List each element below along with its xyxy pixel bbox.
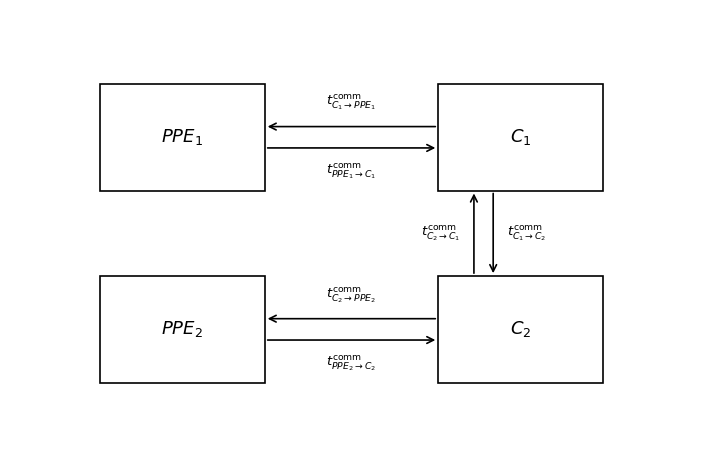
Text: $C_1$: $C_1$ [510,127,531,147]
Bar [99,276,265,383]
Bar [99,84,265,191]
Text: $t^{\mathrm{comm}}_{PPE_2 \to C_2}$: $t^{\mathrm{comm}}_{PPE_2 \to C_2}$ [326,354,376,373]
Text: $PPE_2$: $PPE_2$ [161,319,203,340]
Text: $t^{\mathrm{comm}}_{C_2 \to PPE_2}$: $t^{\mathrm{comm}}_{C_2 \to PPE_2}$ [326,286,376,305]
Bar [438,84,604,191]
Text: $t^{\mathrm{comm}}_{C_1 \to C_2}$: $t^{\mathrm{comm}}_{C_1 \to C_2}$ [507,224,547,243]
Text: $PPE_1$: $PPE_1$ [161,127,203,147]
Text: $t^{\mathrm{comm}}_{C_2 \to C_1}$: $t^{\mathrm{comm}}_{C_2 \to C_1}$ [421,224,460,243]
Text: $t^{\mathrm{comm}}_{PPE_1 \to C_1}$: $t^{\mathrm{comm}}_{PPE_1 \to C_1}$ [326,162,376,181]
Text: $C_2$: $C_2$ [510,319,531,340]
Bar [438,276,604,383]
Text: $t^{\mathrm{comm}}_{C_1 \to PPE_1}$: $t^{\mathrm{comm}}_{C_1 \to PPE_1}$ [326,93,376,112]
